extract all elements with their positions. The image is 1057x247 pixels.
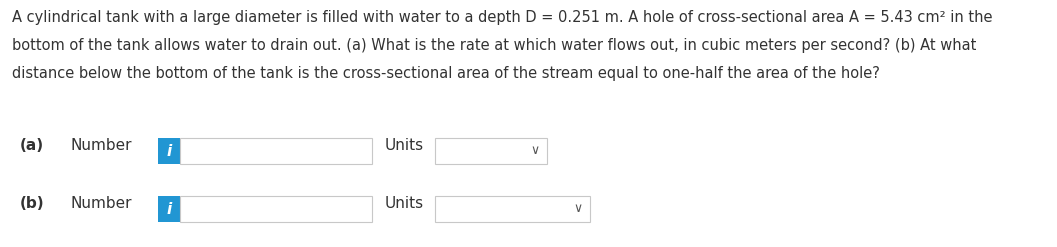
Text: Number: Number bbox=[70, 196, 131, 211]
Text: Units: Units bbox=[385, 196, 424, 211]
Text: distance below the bottom of the tank is the cross-sectional area of the stream : distance below the bottom of the tank is… bbox=[12, 66, 879, 81]
Text: Number: Number bbox=[70, 138, 131, 153]
Text: i: i bbox=[166, 144, 171, 159]
Text: ∨: ∨ bbox=[531, 144, 539, 158]
Bar bbox=[157, 138, 180, 164]
Bar bbox=[157, 196, 180, 222]
Bar bbox=[180, 138, 372, 164]
Text: Units: Units bbox=[385, 138, 424, 153]
Text: (a): (a) bbox=[20, 138, 44, 153]
Text: (b): (b) bbox=[20, 196, 44, 211]
Text: i: i bbox=[166, 202, 171, 217]
Bar bbox=[435, 138, 548, 164]
Bar bbox=[435, 196, 590, 222]
Text: ∨: ∨ bbox=[574, 203, 582, 215]
Text: A cylindrical tank with a large diameter is filled with water to a depth D = 0.2: A cylindrical tank with a large diameter… bbox=[12, 10, 993, 25]
Text: bottom of the tank allows water to drain out. (a) What is the rate at which wate: bottom of the tank allows water to drain… bbox=[12, 38, 977, 53]
Bar bbox=[180, 196, 372, 222]
